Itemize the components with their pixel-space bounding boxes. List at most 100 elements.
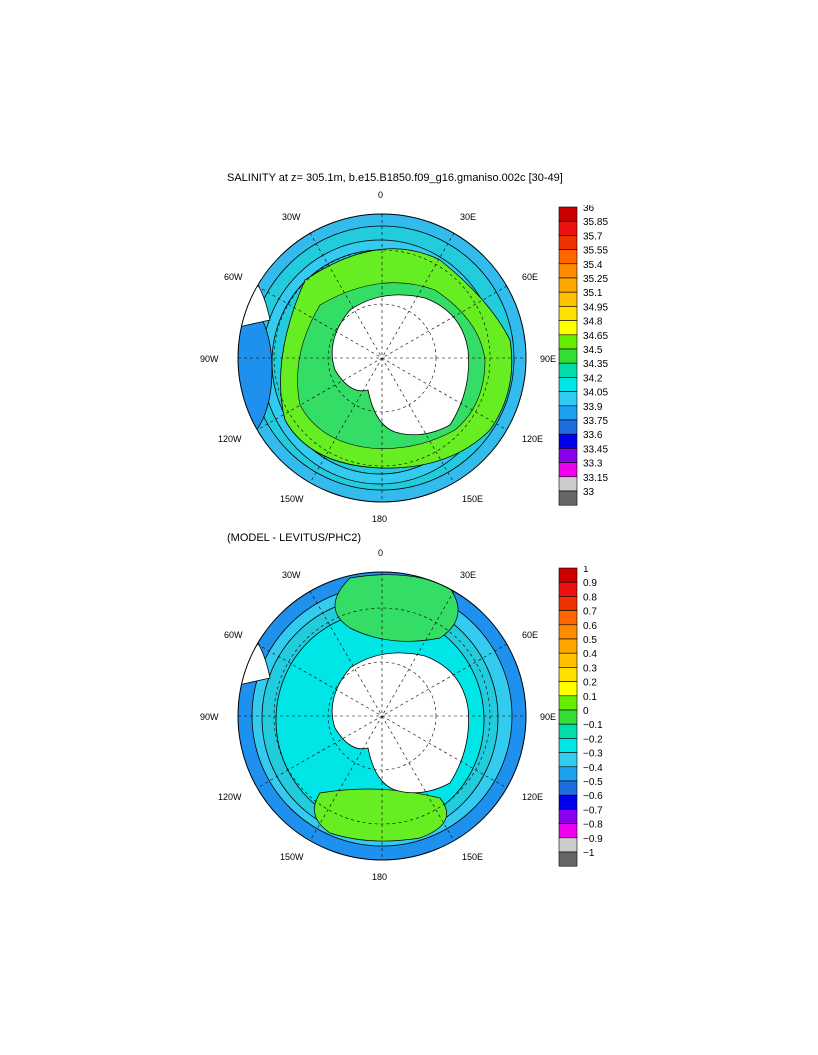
colorbar-bottom-label-8: 0.2 bbox=[583, 678, 597, 689]
colorbar-top-label-11: 34.35 bbox=[583, 359, 608, 370]
colorbar-bottom-label-6: 0.4 bbox=[583, 649, 597, 660]
colorbar-top-swatch-9 bbox=[558, 334, 578, 350]
colorbar-bottom-swatch-13 bbox=[558, 752, 578, 768]
lon-label-30e: 30E bbox=[460, 212, 476, 222]
colorbar-top-label-6: 35.1 bbox=[583, 288, 603, 299]
colorbar-bottom-label-4: 0.6 bbox=[583, 621, 597, 632]
colorbar-bottom-label-16: −0.6 bbox=[583, 791, 603, 802]
colorbar-top-label-18: 33.3 bbox=[583, 459, 603, 470]
colorbar-bottom-label-18: −0.8 bbox=[583, 820, 603, 831]
colorbar-bottom-swatch-14 bbox=[558, 766, 578, 782]
lon-label-30e-b: 30E bbox=[460, 570, 476, 580]
lon-label-150w-b: 150W bbox=[280, 852, 304, 862]
colorbar-bottom-label-1: 0.9 bbox=[583, 578, 597, 589]
colorbar-bottom: 1 0.9 0.8 0.7 0.6 0.5 0.4 0.3 0.2 0.1 0 −0.1 −0.2 −0.… bbox=[558, 566, 603, 867]
colorbar-top-swatch-12 bbox=[558, 377, 578, 392]
colorbar-bottom-label-7: 0.3 bbox=[583, 663, 597, 674]
colorbar-bottom-swatch-12 bbox=[558, 738, 578, 753]
lon-label-90w-b: 90W bbox=[200, 712, 219, 722]
lon-label-90e-b: 90E bbox=[540, 712, 556, 722]
colorbar-top-swatch-18 bbox=[558, 462, 578, 478]
colorbar-bottom-label-19: −0.9 bbox=[583, 834, 603, 845]
colorbar-top-swatch-10 bbox=[558, 348, 578, 364]
antarctica-land-bottom bbox=[331, 652, 469, 794]
colorbar-bottom-label-20: −1 bbox=[583, 848, 595, 859]
colorbar-top-label-4: 35.4 bbox=[583, 260, 603, 271]
colorbar-bottom-swatch-10 bbox=[558, 709, 578, 725]
lon-label-180: 180 bbox=[372, 514, 387, 524]
colorbar-bottom-label-9: 0.1 bbox=[583, 692, 597, 703]
colorbar-bottom-swatch-4 bbox=[558, 624, 578, 640]
colorbar-bottom-label-3: 0.7 bbox=[583, 607, 597, 618]
lon-label-0: 0 bbox=[378, 190, 383, 200]
colorbar-bottom-swatch-18 bbox=[558, 823, 578, 839]
colorbar-top-swatch-5 bbox=[558, 277, 578, 293]
colorbar-top-swatch-17 bbox=[558, 448, 578, 463]
colorbar-bottom-swatch-11 bbox=[558, 723, 578, 739]
colorbar-top-swatch-1 bbox=[558, 220, 578, 236]
colorbar-bottom-label-17: −0.7 bbox=[583, 805, 603, 816]
colorbar-bottom-swatch-9 bbox=[558, 695, 578, 711]
colorbar-top-swatch-11 bbox=[558, 362, 578, 378]
colorbar-bottom-swatch-0 bbox=[558, 567, 578, 583]
colorbar-bottom-swatch-6 bbox=[558, 652, 578, 668]
colorbar-top-label-10: 34.5 bbox=[583, 345, 603, 356]
lon-label-180-b: 180 bbox=[372, 872, 387, 882]
colorbar-bottom-label-15: −0.5 bbox=[583, 777, 603, 788]
colorbar-bottom-label-12: −0.2 bbox=[583, 734, 603, 745]
lon-label-90e: 90E bbox=[540, 354, 556, 364]
lon-label-120e-b: 120E bbox=[522, 792, 543, 802]
lon-label-120e: 120E bbox=[522, 434, 543, 444]
antarctica-land-top bbox=[331, 294, 469, 436]
colorbar-top-swatch-19 bbox=[558, 476, 578, 492]
colorbar-top-swatch-0 bbox=[558, 206, 578, 222]
colorbar-top-label-20: 33 bbox=[583, 487, 595, 498]
colorbar-top-swatch-7 bbox=[558, 306, 578, 321]
colorbar-top-swatch-4 bbox=[558, 263, 578, 279]
map-title-bottom: (MODEL - LEVITUS/PHC2) bbox=[227, 532, 362, 544]
lon-label-60w-b: 60W bbox=[224, 630, 243, 640]
polar-map-top: 0 30E 60E 90E 120E 150E 180 150W 120W 90… bbox=[200, 190, 556, 524]
diff-green-south bbox=[314, 788, 448, 842]
lon-label-120w-b: 120W bbox=[218, 792, 242, 802]
lon-label-60w: 60W bbox=[224, 272, 243, 282]
colorbar-top-swatch-16 bbox=[558, 433, 578, 449]
colorbar-bottom-label-5: 0.5 bbox=[583, 635, 597, 646]
colorbar-bottom-swatch-8 bbox=[558, 681, 578, 697]
lon-label-0-b: 0 bbox=[378, 548, 383, 558]
lon-label-60e-b: 60E bbox=[522, 630, 538, 640]
colorbar-top-label-5: 35.25 bbox=[583, 274, 608, 285]
lon-label-120w: 120W bbox=[218, 434, 242, 444]
colorbar-top-label-8: 34.8 bbox=[583, 317, 603, 328]
colorbar-bottom-swatch-1 bbox=[558, 581, 578, 597]
lon-label-150e-b: 150E bbox=[462, 852, 483, 862]
colorbar-bottom-swatch-17 bbox=[558, 809, 578, 824]
colorbar-top-label-16: 33.6 bbox=[583, 430, 603, 441]
colorbar-top-label-14: 33.9 bbox=[583, 402, 603, 413]
lon-label-150e: 150E bbox=[462, 494, 483, 504]
colorbar-top-label-13: 34.05 bbox=[583, 388, 608, 399]
lon-label-30w: 30W bbox=[282, 212, 301, 222]
colorbar-bottom-label-0: 1 bbox=[583, 566, 589, 575]
colorbar-bottom-swatch-3 bbox=[558, 610, 578, 626]
colorbar-top-swatch-20 bbox=[558, 490, 578, 506]
map-title-top: SALINITY at z= 305.1m, b.e15.B1850.f09_g… bbox=[227, 172, 563, 184]
colorbar-top-label-0: 36 bbox=[583, 205, 595, 214]
colorbar-bottom-label-13: −0.3 bbox=[583, 749, 603, 760]
colorbar-top-label-9: 34.65 bbox=[583, 331, 608, 342]
colorbar-top-label-19: 33.15 bbox=[583, 473, 608, 484]
colorbar-bottom-label-14: −0.4 bbox=[583, 763, 603, 774]
colorbar-top-label-2: 35.7 bbox=[583, 231, 603, 242]
colorbar-top: 36 35.85 35.7 35.55 35.4 35.25 35.1 34.95 34.8 34… bbox=[558, 205, 608, 506]
colorbar-bottom-label-2: 0.8 bbox=[583, 592, 597, 603]
diff-deep-patch bbox=[402, 857, 448, 860]
colorbar-bottom-label-10: 0 bbox=[583, 706, 589, 717]
colorbar-bottom-swatch-5 bbox=[558, 638, 578, 654]
colorbar-top-label-17: 33.45 bbox=[583, 444, 608, 455]
lon-label-90w: 90W bbox=[200, 354, 219, 364]
colorbar-top-swatch-2 bbox=[558, 235, 578, 250]
colorbar-top-swatch-14 bbox=[558, 405, 578, 421]
colorbar-top-label-12: 34.2 bbox=[583, 373, 603, 384]
colorbar-top-swatch-8 bbox=[558, 320, 578, 336]
polar-map-bottom: 0 30E 60E 90E 120E 150E 180 150W 120W 90… bbox=[200, 548, 556, 882]
